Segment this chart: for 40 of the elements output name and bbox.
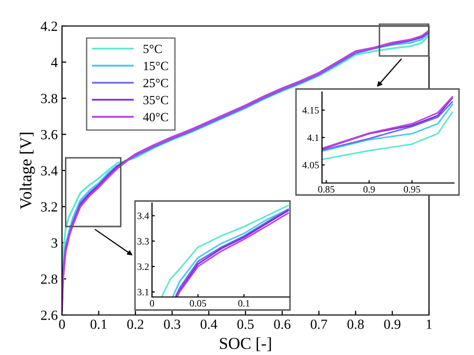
y-tick-label: 3.3 — [138, 238, 149, 245]
x-tick-label: 0.1 — [90, 320, 107, 329]
x-tick-label: 0.2 — [127, 320, 144, 329]
legend-label: 5°C — [144, 44, 162, 54]
x-tick-label: 0.8 — [347, 320, 364, 329]
legend-label: 25°C — [143, 78, 168, 88]
x-tick-label: 1 — [426, 320, 432, 329]
x-tick-label: 0.9 — [363, 186, 375, 193]
y-tick-label: 3 — [52, 238, 58, 248]
x-tick-label: 0.1 — [238, 300, 250, 307]
y-tick-label: 3.4 — [41, 166, 58, 176]
x-tick-label: 0.95 — [404, 186, 420, 193]
x-tick-label: 0.3 — [164, 320, 180, 329]
x-tick-label: 0 — [59, 320, 65, 329]
x-tick-label: 0.4 — [200, 320, 218, 329]
y-tick-label: 4 — [51, 58, 58, 67]
y-axis-title: Voltage [V] — [20, 132, 35, 210]
y-tick-label: 2.8 — [41, 274, 58, 284]
y-tick-label: 2.6 — [41, 310, 58, 320]
legend-label: 35°C — [143, 96, 168, 104]
x-tick-label: 0.05 — [190, 300, 206, 307]
y-tick-label: 3.6 — [41, 130, 58, 140]
legend-label: 40°C — [143, 112, 168, 122]
x-tick-label: 0.9 — [384, 320, 400, 329]
y-tick-label: 3.2 — [41, 202, 58, 212]
y-tick-label: 3.2 — [138, 263, 149, 270]
x-tick-label: 0.7 — [310, 320, 328, 329]
y-tick-label: 4.1 — [307, 134, 319, 142]
x-tick-label: 0.5 — [237, 320, 254, 329]
x-axis-title: SOC [-] — [220, 337, 271, 352]
y-tick-label: 3.8 — [41, 94, 58, 104]
y-tick-label: 4.2 — [40, 22, 58, 32]
x-tick-label: 0.6 — [274, 320, 290, 329]
y-tick-label: 3.4 — [138, 212, 150, 220]
y-tick-label: 4.05 — [302, 162, 319, 168]
legend-label: 15°C — [144, 62, 168, 70]
y-tick-label: 4.15 — [302, 107, 319, 114]
x-tick-label: 0.85 — [318, 186, 334, 193]
x-tick-label: 0 — [150, 300, 154, 307]
y-tick-label: 3.1 — [138, 288, 149, 296]
